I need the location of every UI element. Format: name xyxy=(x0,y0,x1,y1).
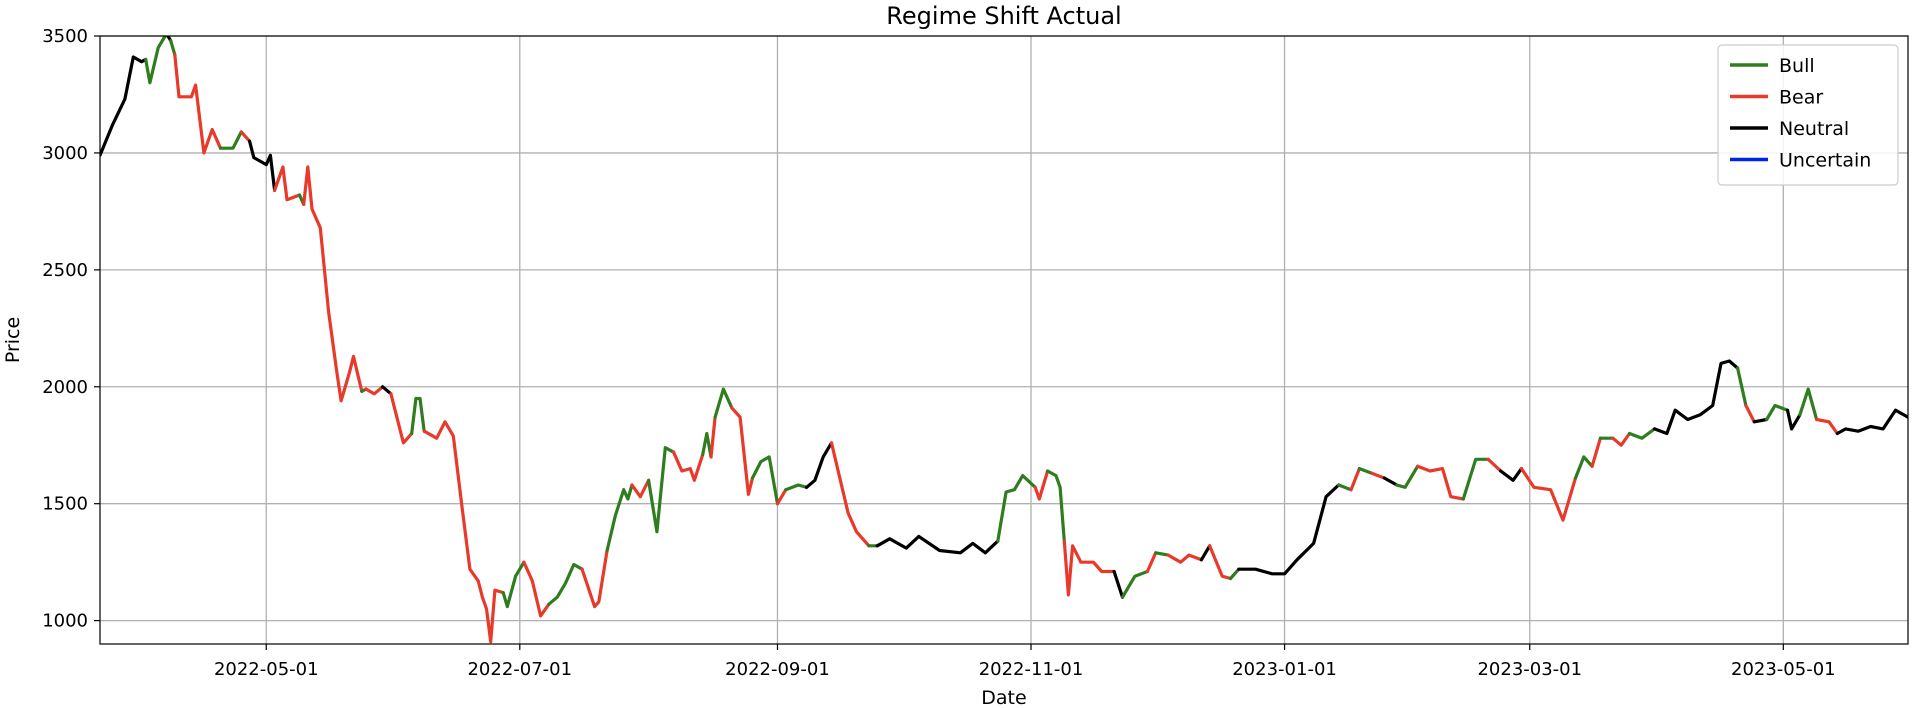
legend-label-bull: Bull xyxy=(1779,55,1815,77)
series-segment-bull xyxy=(605,483,634,553)
x-tick-label: 2022-11-01 xyxy=(979,659,1084,680)
series-segment-bear xyxy=(709,415,717,459)
price-series xyxy=(100,36,1908,644)
axis-ticks: 1000 1500 2000 2500 3000 3500 2022-05-01 2022-0… xyxy=(42,26,1835,680)
series-segment-bear xyxy=(302,165,364,403)
series-segment-bear xyxy=(1370,471,1386,480)
series-segment-bear xyxy=(1208,544,1233,581)
x-tick-label: 2022-09-01 xyxy=(725,659,830,680)
series-segment-neutral xyxy=(100,55,148,157)
series-segment-neutral xyxy=(1112,569,1125,599)
series-segment-bear xyxy=(1349,467,1361,492)
series-segment-bull xyxy=(701,431,713,459)
legend-box xyxy=(1717,44,1899,186)
legend: Bull Bear Neutral Uncertain xyxy=(1717,44,1899,186)
series-segment-bear xyxy=(173,53,223,155)
series-segment-bear xyxy=(422,420,505,644)
y-tick-label: 1500 xyxy=(42,494,88,515)
series-segment-bear xyxy=(1815,417,1839,436)
series-segment-neutral xyxy=(1199,544,1212,562)
legend-label-neutral: Neutral xyxy=(1779,118,1849,140)
series-segment-bull xyxy=(410,396,426,436)
series-segment-bear xyxy=(389,392,414,445)
series-segment-neutral xyxy=(381,385,393,396)
series-segment-bear xyxy=(730,406,755,496)
y-tick-label: 3000 xyxy=(42,143,88,164)
series-segment-neutral xyxy=(1237,483,1341,576)
series-segment-bull xyxy=(169,39,177,57)
series-segment-bull xyxy=(1228,567,1241,581)
series-segment-bear xyxy=(1486,457,1503,473)
legend-label-uncertain: Uncertain xyxy=(1779,150,1871,172)
series-segment-bear xyxy=(1590,436,1602,468)
series-segment-neutral xyxy=(1652,359,1740,436)
x-tick-label: 2022-05-01 xyxy=(214,659,319,680)
series-segment-bear xyxy=(239,130,252,143)
plot-frame xyxy=(99,35,1909,645)
x-tick-label: 2022-07-01 xyxy=(467,659,572,680)
series-segment-bull xyxy=(1461,457,1490,501)
chart-title: Regime Shift Actual xyxy=(886,2,1121,30)
series-segment-bear xyxy=(1166,553,1203,564)
series-segment-bear xyxy=(580,548,609,609)
y-tick-label: 2000 xyxy=(42,377,88,398)
y-tick-label: 2500 xyxy=(42,260,88,281)
series-segment-neutral xyxy=(1785,408,1802,431)
series-segment-bull xyxy=(1337,483,1353,492)
series-segment-neutral xyxy=(1752,417,1769,424)
series-segment-bull xyxy=(501,560,526,609)
series-segment-bull xyxy=(218,130,243,150)
series-segment-bear xyxy=(775,488,788,506)
series-segment-bull xyxy=(547,562,584,606)
series-segment-neutral xyxy=(1382,476,1399,487)
series-segment-bear xyxy=(829,441,871,548)
series-segment-bear xyxy=(1611,431,1632,447)
series-segment-bull xyxy=(996,474,1037,543)
series-segment-bear xyxy=(1744,403,1756,424)
x-tick-label: 2023-03-01 xyxy=(1477,659,1582,680)
series-segment-bull xyxy=(1736,366,1748,408)
series-segment-bull xyxy=(647,446,676,534)
series-segment-bull xyxy=(1627,427,1657,440)
series-segment-bull xyxy=(1046,469,1066,543)
x-axis-label: Date xyxy=(981,687,1026,708)
series-segment-bull xyxy=(750,455,780,506)
series-segment-bear xyxy=(1145,551,1158,574)
series-segment-bull xyxy=(1120,569,1149,599)
x-tick-label: 2023-05-01 xyxy=(1731,659,1836,680)
legend-label-bear: Bear xyxy=(1779,87,1823,109)
series-segment-bull xyxy=(1798,387,1819,422)
series-segment-bear xyxy=(522,560,551,618)
y-tick-label: 3500 xyxy=(42,26,88,47)
series-segment-bull xyxy=(713,387,734,419)
series-segment-bear xyxy=(1033,469,1050,501)
series-segment-neutral xyxy=(805,441,834,489)
y-tick-label: 1000 xyxy=(42,611,88,632)
series-segment-bull xyxy=(1357,467,1374,475)
series-segment-bear xyxy=(273,165,302,202)
series-segment-bull xyxy=(1154,551,1170,557)
series-segment-bull xyxy=(144,36,167,85)
series-segment-bear xyxy=(672,450,705,482)
series-segment-neutral xyxy=(248,139,277,192)
series-segment-neutral xyxy=(1499,467,1524,482)
series-segment-bull xyxy=(1765,403,1790,422)
series-segment-bear xyxy=(1416,464,1465,501)
series-segment-bull xyxy=(784,483,809,492)
y-axis-label: Price xyxy=(2,317,24,363)
series-segment-neutral xyxy=(1835,408,1908,436)
x-tick-label: 2023-01-01 xyxy=(1232,659,1337,680)
series-segment-bull xyxy=(1395,464,1420,489)
series-segment-bear xyxy=(1519,467,1578,522)
series-segment-neutral xyxy=(875,534,1000,555)
series-segment-bear xyxy=(630,478,651,499)
series-segment-bear xyxy=(1062,539,1116,597)
series-segment-bull xyxy=(1573,455,1594,480)
series-segment-bear xyxy=(364,385,385,396)
